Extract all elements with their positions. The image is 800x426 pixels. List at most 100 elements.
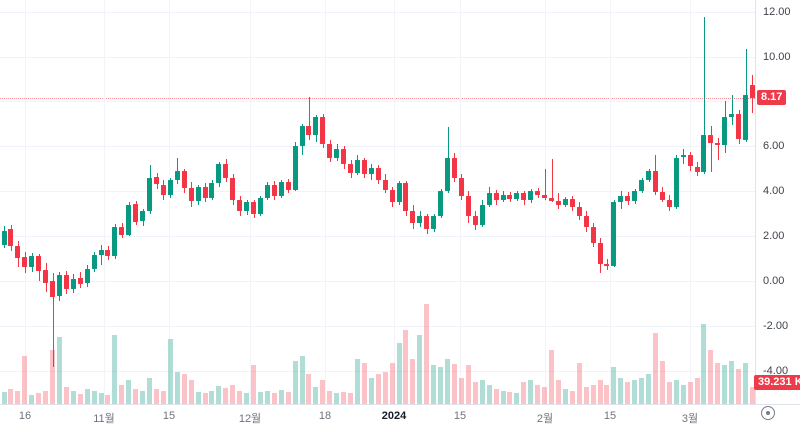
volume-bar <box>458 378 464 404</box>
price-tick-label: -4.00 <box>763 364 789 377</box>
volume-bar <box>701 323 707 404</box>
candle-body <box>604 264 610 267</box>
candle-body <box>299 126 305 147</box>
candle-body <box>417 215 423 223</box>
volume-bar <box>160 391 166 404</box>
price-gridline <box>0 281 755 282</box>
time-gridline <box>545 0 546 404</box>
candle-body <box>652 171 658 193</box>
candle-wick <box>558 193 560 210</box>
chart-plot-area[interactable] <box>0 0 755 404</box>
volume-bar <box>535 384 541 404</box>
time-gridline <box>104 0 105 404</box>
candle-body <box>195 186 201 202</box>
volume-bar <box>313 386 319 404</box>
candle-body <box>375 167 381 180</box>
volume-bar <box>555 380 561 404</box>
candle-body <box>327 144 333 158</box>
time-axis[interactable]: 16 11월 15 12월 18 2024 15 2월 15 3월 <box>0 404 800 426</box>
volume-bar <box>77 393 83 404</box>
candle-body <box>223 164 229 178</box>
candle-body <box>174 171 180 180</box>
candle-body <box>583 215 589 228</box>
candle-body <box>341 148 347 165</box>
candle-body <box>500 194 506 201</box>
price-gridline <box>0 101 755 103</box>
candle-body <box>646 171 651 180</box>
candle-body <box>29 256 35 268</box>
candle-body <box>701 135 707 173</box>
time-gridline <box>610 0 611 404</box>
candle-body <box>22 257 28 268</box>
volume-bar <box>341 391 347 404</box>
candle-body <box>708 135 714 143</box>
volume-bar <box>216 385 222 404</box>
volume-bar <box>445 358 450 404</box>
candle-body <box>382 180 388 191</box>
volume-bar <box>244 393 249 404</box>
price-axis[interactable]: 12.00 10.00 6.00 4.00 2.00 0.00 -2.00 -4.00 <box>755 0 800 404</box>
candle-body <box>549 197 554 202</box>
candle-wick <box>731 94 733 125</box>
candle-body <box>320 117 326 144</box>
volume-bar <box>507 391 513 404</box>
volume-bar <box>687 382 693 404</box>
volume-bar <box>237 391 243 404</box>
candle-body <box>112 227 118 257</box>
candle-body <box>271 184 277 196</box>
volume-bar <box>126 380 132 404</box>
candle-body <box>154 176 159 185</box>
scroll-to-latest-icon[interactable] <box>761 406 775 420</box>
candle-body <box>251 202 256 214</box>
candle-body <box>285 182 291 191</box>
candle-body <box>465 195 471 216</box>
candle-body <box>361 159 367 175</box>
volume-bar <box>479 380 485 404</box>
candle-body <box>666 200 672 207</box>
volume-bar <box>181 373 187 404</box>
volume-bar <box>1 391 7 404</box>
candle-body <box>209 183 215 198</box>
volume-bar <box>251 365 256 404</box>
volume-bar <box>36 392 42 404</box>
time-gridline <box>325 0 326 404</box>
candle-body <box>618 195 624 203</box>
candle-body <box>160 184 166 195</box>
volume-bar <box>424 304 430 404</box>
price-gridline <box>0 370 755 372</box>
volume-bar <box>278 390 284 404</box>
volume-bar <box>209 391 215 404</box>
volume-bar <box>285 391 291 404</box>
volume-bar <box>611 367 617 404</box>
volume-bar <box>743 362 748 404</box>
candle-body <box>368 167 374 175</box>
time-tick-label: 18 <box>318 410 332 422</box>
volume-bar <box>666 382 672 404</box>
candle-wick <box>101 245 102 266</box>
volume-bar <box>154 388 159 404</box>
volume-bar <box>22 356 28 404</box>
time-gridline <box>250 0 251 404</box>
time-gridline <box>460 0 461 404</box>
time-tick-label: 11월 <box>93 413 115 425</box>
volume-bar <box>749 387 755 404</box>
volume-bar <box>195 391 201 404</box>
price-gridline <box>0 146 755 148</box>
candle-body <box>278 182 284 196</box>
candle-body <box>1 230 7 246</box>
candle-body <box>736 113 742 140</box>
volume-bar <box>694 378 700 404</box>
candle-body <box>354 159 360 174</box>
candle-body <box>597 242 603 265</box>
candle-body <box>257 197 263 214</box>
candle-body <box>673 157 679 207</box>
candle-body <box>63 275 69 289</box>
volume-bar <box>167 339 173 404</box>
candle-body <box>590 227 596 243</box>
volume-bar <box>576 362 582 404</box>
volume-bar <box>368 378 374 404</box>
volume-bar <box>43 391 49 404</box>
volume-bar <box>63 386 69 404</box>
candle-body <box>507 194 513 200</box>
volume-bar <box>147 378 152 404</box>
